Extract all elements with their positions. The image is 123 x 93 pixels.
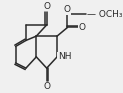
Text: NH: NH xyxy=(58,52,71,61)
Text: O: O xyxy=(64,5,71,14)
Text: O: O xyxy=(43,82,50,91)
Text: O: O xyxy=(79,23,86,32)
Text: O: O xyxy=(43,2,50,11)
Text: — OCH₃: — OCH₃ xyxy=(87,10,123,19)
